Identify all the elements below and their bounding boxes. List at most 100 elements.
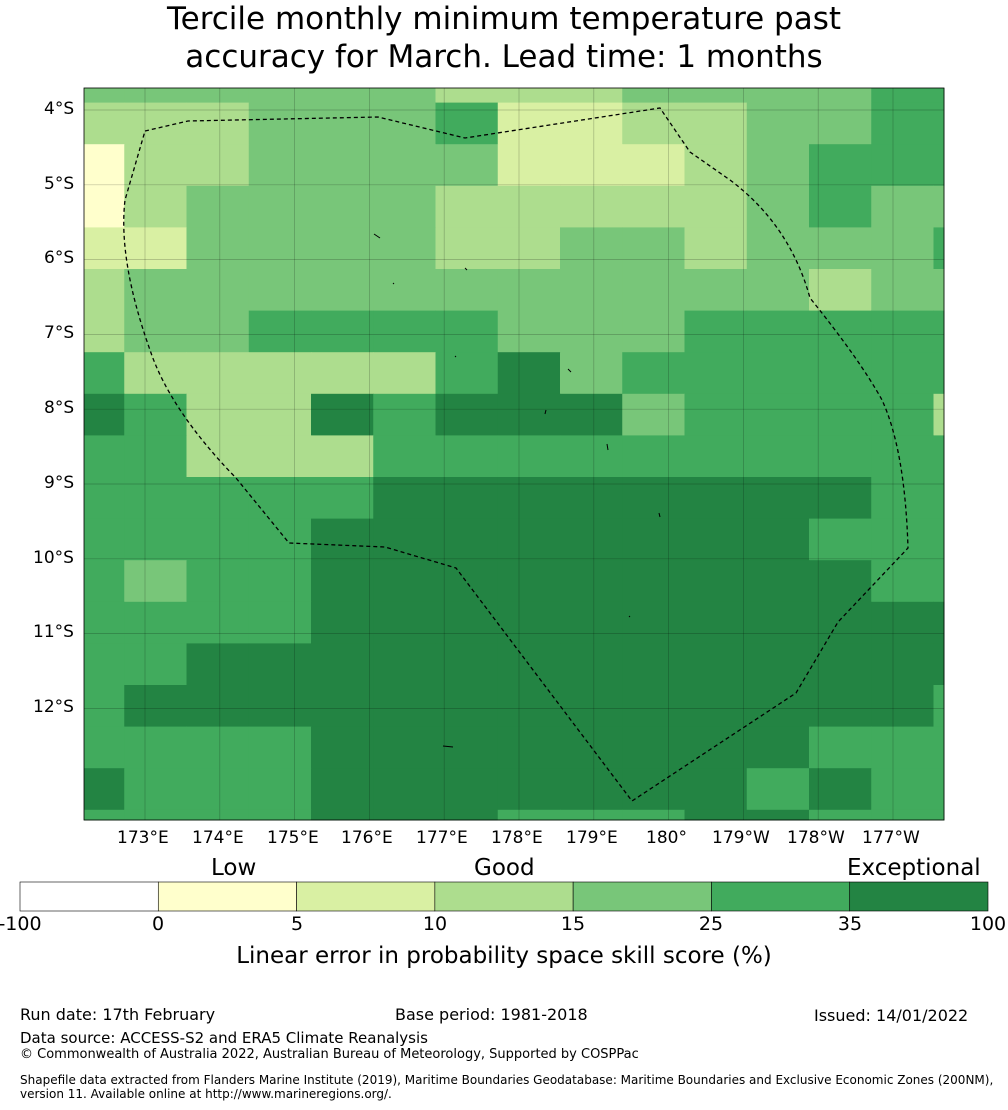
grid-cell xyxy=(933,601,945,644)
category-low: Low xyxy=(211,855,257,881)
colorbar-tick: 10 xyxy=(422,913,448,935)
grid-cell xyxy=(497,352,561,395)
grid-cell xyxy=(311,269,374,312)
grid-cell xyxy=(124,601,187,644)
grid-cell xyxy=(186,477,250,520)
grid-cell xyxy=(871,227,934,270)
grid-cell xyxy=(622,227,685,270)
grid-cell xyxy=(560,477,623,520)
grid-cell xyxy=(124,560,187,603)
grid-cell xyxy=(497,809,561,821)
colorbar-segment xyxy=(434,881,574,912)
grid-cell xyxy=(933,88,945,104)
grid-cell xyxy=(622,768,685,811)
map-frame xyxy=(83,87,945,821)
grid-cell xyxy=(809,685,872,728)
grid-cell xyxy=(84,185,125,228)
grid-cell xyxy=(560,685,623,728)
grid-cell xyxy=(871,88,934,104)
grid-cell xyxy=(186,518,250,561)
island xyxy=(628,615,631,618)
grid-cell xyxy=(871,643,934,686)
grid-cell xyxy=(186,88,250,104)
grid-cell xyxy=(248,809,312,821)
title-line-1: Tercile monthly minimum temperature past xyxy=(166,1,842,37)
grid-cell xyxy=(435,518,499,561)
grid-cell xyxy=(124,88,187,104)
lon-label: 177°E xyxy=(416,828,468,848)
grid-cell xyxy=(933,227,945,270)
grid-cell xyxy=(435,601,499,644)
grid-cell xyxy=(746,269,810,312)
grid-cell xyxy=(746,809,810,821)
grid-cell xyxy=(435,227,499,270)
grid-cell xyxy=(871,310,934,353)
grid-cell xyxy=(248,393,312,436)
grid-cell xyxy=(809,768,872,811)
copyright: © Commonwealth of Australia 2022, Austra… xyxy=(20,1047,639,1062)
grid-cell xyxy=(746,144,810,187)
grid-cell xyxy=(373,435,436,478)
grid-cell xyxy=(373,601,436,644)
grid-cell xyxy=(248,269,312,312)
grid-cell xyxy=(684,477,748,520)
lon-label: 177°W xyxy=(862,828,920,848)
grid-cell xyxy=(622,185,685,228)
grid-cell xyxy=(622,269,685,312)
grid-cell xyxy=(497,88,561,104)
colorbar-segment xyxy=(157,881,297,912)
grid-cell xyxy=(933,643,945,686)
grid-cell xyxy=(684,352,748,395)
category-good: Good xyxy=(474,855,535,881)
grid-cell xyxy=(186,352,250,395)
grid-cell xyxy=(497,560,561,603)
grid-cell xyxy=(435,269,499,312)
grid-cell xyxy=(684,601,748,644)
colorbar-tick: 15 xyxy=(560,913,586,935)
grid-cell xyxy=(746,227,810,270)
grid-cell xyxy=(497,768,561,811)
grid-cell xyxy=(746,477,810,520)
colorbar-tick: 25 xyxy=(698,913,724,935)
grid-cell xyxy=(871,435,934,478)
grid-cell xyxy=(84,144,125,187)
grid-cell xyxy=(497,310,561,353)
grid-cell xyxy=(248,144,312,187)
grid-cell xyxy=(311,102,374,145)
island xyxy=(373,233,381,239)
grid-cell xyxy=(84,518,125,561)
grid-cell xyxy=(186,768,250,811)
grid-cell xyxy=(186,102,250,145)
grid-cell xyxy=(560,643,623,686)
grid-cell xyxy=(84,768,125,811)
grid-cell xyxy=(124,310,187,353)
grid-cell xyxy=(248,102,312,145)
grid-cell xyxy=(497,144,561,187)
grid-cell xyxy=(373,88,436,104)
grid-cell xyxy=(560,144,623,187)
grid-cell xyxy=(809,102,872,145)
grid-cell xyxy=(497,269,561,312)
grid-cell xyxy=(871,393,934,436)
grid-cell xyxy=(746,88,810,104)
grid-cell xyxy=(373,227,436,270)
grid-cell xyxy=(124,227,187,270)
grid-cell xyxy=(124,643,187,686)
grid-cell xyxy=(435,88,499,104)
grid-cell xyxy=(84,435,125,478)
grid-cell xyxy=(124,185,187,228)
grid-cell xyxy=(248,352,312,395)
grid-cell xyxy=(248,88,312,104)
grid-cell xyxy=(311,601,374,644)
lat-label: 9°S xyxy=(44,473,75,493)
grid-cell xyxy=(684,144,748,187)
colorbar-segment xyxy=(572,881,712,912)
grid-cell xyxy=(622,643,685,686)
colorbar-label: Linear error in probability space skill … xyxy=(236,943,772,969)
grid-cell xyxy=(746,393,810,436)
grid-cell xyxy=(373,144,436,187)
grid-cell xyxy=(684,310,748,353)
grid-cell xyxy=(435,144,499,187)
issued-date: Issued: 14/01/2022 xyxy=(814,1006,969,1025)
grid-cell xyxy=(311,227,374,270)
